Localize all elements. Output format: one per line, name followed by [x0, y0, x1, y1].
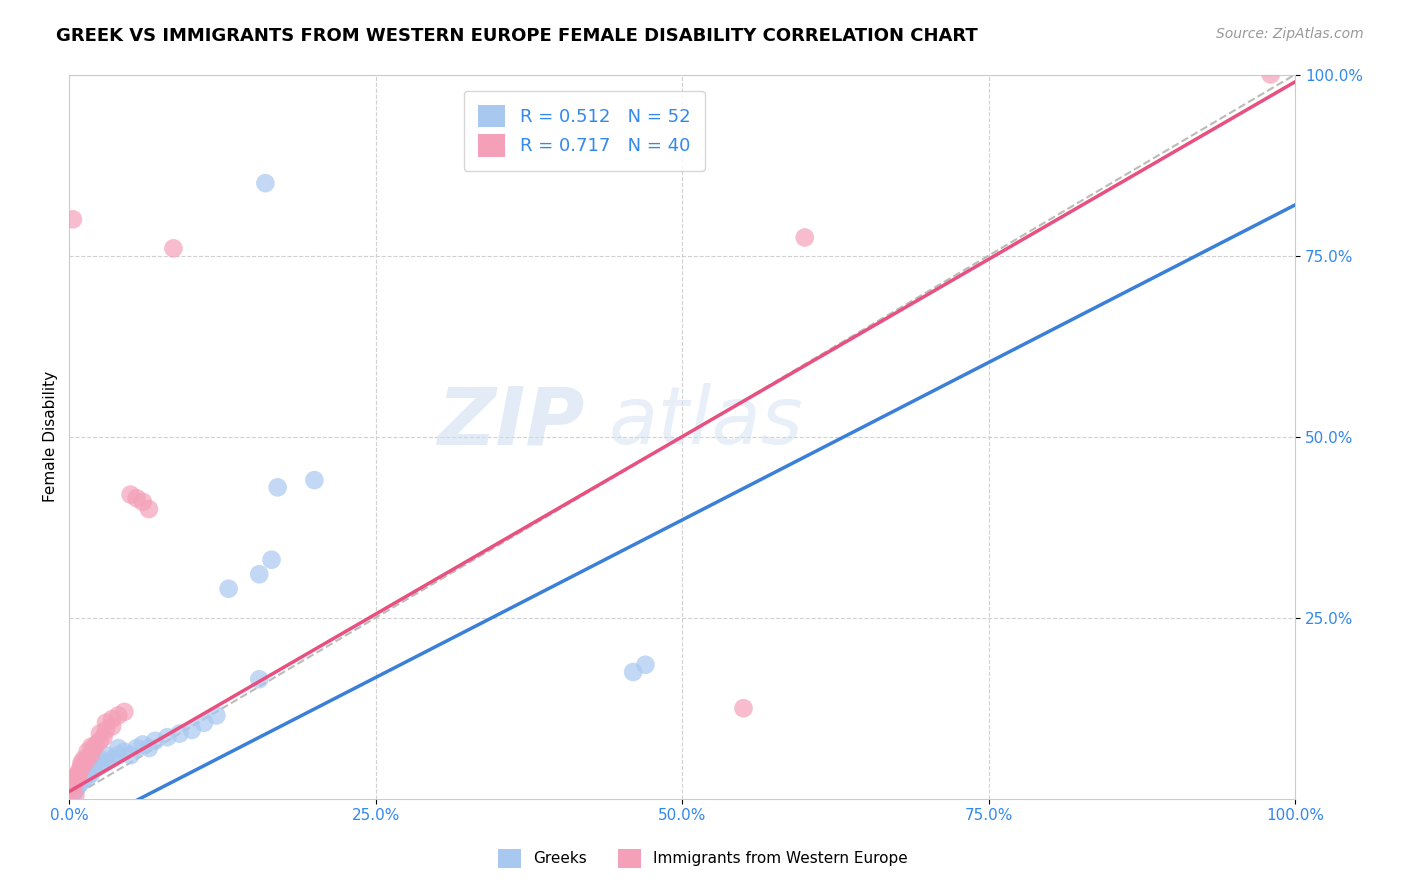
Point: [94, 756, 117, 770]
Point: [125, 741, 148, 756]
Point: [65, 788, 87, 802]
Point: [266, 480, 288, 494]
Point: [304, 473, 326, 487]
Point: [62, 786, 84, 800]
Point: [1260, 68, 1282, 82]
Point: [65, 783, 87, 797]
Point: [84, 738, 107, 752]
Point: [59, 788, 82, 802]
Point: [80, 766, 103, 780]
Point: [107, 741, 129, 756]
Point: [205, 708, 228, 723]
Text: ZIP: ZIP: [437, 384, 583, 461]
Point: [83, 763, 105, 777]
Point: [66, 776, 89, 790]
Point: [162, 241, 184, 255]
Point: [73, 772, 96, 786]
Point: [69, 776, 91, 790]
Point: [65, 780, 87, 795]
Point: [70, 759, 93, 773]
Point: [101, 712, 124, 726]
Point: [60, 780, 83, 795]
Point: [156, 730, 179, 744]
Point: [65, 772, 87, 786]
Point: [733, 701, 755, 715]
Point: [60, 784, 83, 798]
Point: [70, 756, 93, 770]
Point: [83, 741, 105, 756]
Point: [89, 752, 111, 766]
Point: [83, 756, 105, 770]
Point: [112, 705, 135, 719]
Legend: R = 0.512   N = 52, R = 0.717   N = 40: R = 0.512 N = 52, R = 0.717 N = 40: [464, 91, 704, 171]
Point: [66, 770, 89, 784]
Point: [132, 495, 155, 509]
Point: [63, 780, 86, 795]
Point: [89, 759, 111, 773]
Point: [94, 748, 117, 763]
Point: [132, 738, 155, 752]
Point: [60, 788, 83, 802]
Point: [621, 665, 644, 679]
Point: [94, 715, 117, 730]
Point: [101, 719, 124, 733]
Point: [67, 766, 90, 780]
Point: [634, 657, 657, 672]
Point: [120, 748, 142, 763]
Legend: Greeks, Immigrants from Western Europe: Greeks, Immigrants from Western Europe: [486, 837, 920, 880]
Point: [169, 726, 191, 740]
Text: atlas: atlas: [609, 384, 803, 461]
Text: GREEK VS IMMIGRANTS FROM WESTERN EUROPE FEMALE DISABILITY CORRELATION CHART: GREEK VS IMMIGRANTS FROM WESTERN EUROPE …: [56, 27, 979, 45]
Point: [59, 786, 82, 800]
Point: [59, 784, 82, 798]
Point: [76, 763, 98, 777]
Point: [89, 734, 111, 748]
Point: [260, 553, 283, 567]
Point: [218, 582, 240, 596]
Point: [107, 748, 129, 763]
Point: [73, 756, 96, 771]
Point: [112, 745, 135, 759]
Point: [89, 726, 111, 740]
Point: [62, 779, 84, 793]
Point: [120, 487, 142, 501]
Text: Source: ZipAtlas.com: Source: ZipAtlas.com: [1216, 27, 1364, 41]
Point: [70, 770, 93, 784]
Point: [101, 752, 124, 766]
Point: [76, 752, 98, 766]
Point: [65, 768, 87, 782]
Point: [138, 741, 160, 756]
Point: [69, 763, 91, 777]
Point: [62, 783, 84, 797]
Point: [143, 734, 166, 748]
Point: [247, 567, 270, 582]
Point: [65, 779, 87, 793]
Point: [67, 773, 90, 788]
Point: [94, 723, 117, 737]
Point: [80, 739, 103, 754]
Point: [65, 773, 87, 788]
Point: [73, 766, 96, 780]
Point: [63, 784, 86, 798]
Point: [80, 747, 103, 761]
Point: [70, 773, 93, 788]
Point: [66, 779, 89, 793]
Point: [62, 212, 84, 227]
Point: [107, 708, 129, 723]
Point: [73, 752, 96, 766]
Point: [254, 176, 277, 190]
Point: [63, 777, 86, 791]
Y-axis label: Female Disability: Female Disability: [44, 371, 58, 502]
Point: [247, 673, 270, 687]
Point: [76, 745, 98, 759]
Point: [793, 230, 815, 244]
Point: [138, 502, 160, 516]
Point: [193, 715, 215, 730]
Point: [180, 723, 202, 737]
Point: [125, 491, 148, 506]
Point: [67, 777, 90, 791]
Point: [93, 730, 115, 744]
Point: [76, 770, 98, 784]
Point: [67, 764, 90, 779]
